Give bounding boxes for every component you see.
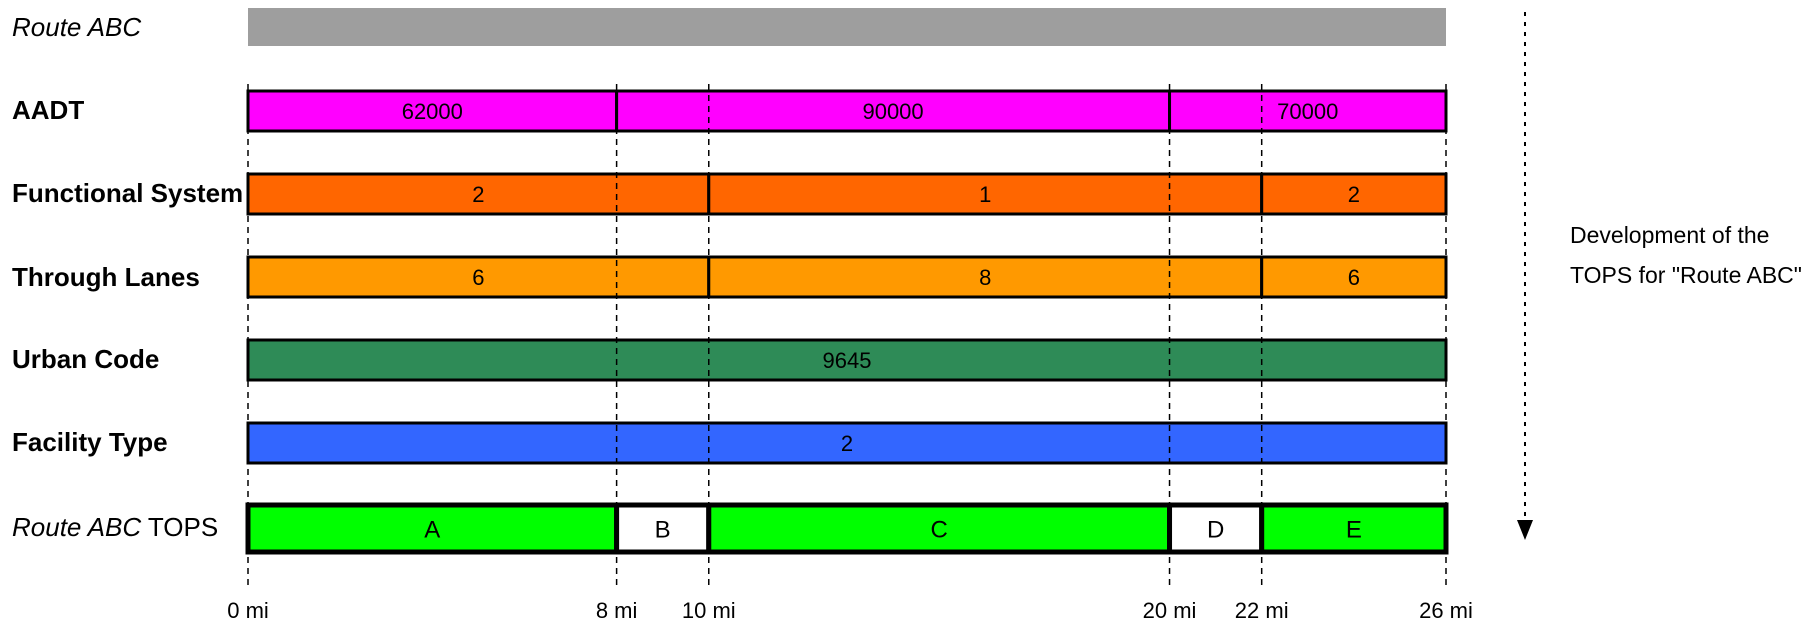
row-label-urban-code: Urban Code [12, 344, 160, 374]
functional-segment-label-2: 2 [1348, 182, 1360, 207]
tops-segment-label-D: D [1207, 517, 1224, 544]
aadt-segment-label-0: 62000 [402, 99, 463, 124]
progress-arrow-head-icon [1517, 520, 1533, 540]
side-note: Development of the TOPS for "Route ABC" [1570, 215, 1802, 295]
milepoint-label-5: 26 mi [1419, 598, 1473, 623]
lanes-segment-label-0: 6 [472, 265, 484, 290]
urban-segment-label-0: 9645 [823, 348, 872, 373]
tops-segment-label-B: B [655, 517, 671, 544]
row-label-through-lanes: Through Lanes [12, 262, 200, 292]
milepoint-label-4: 22 mi [1234, 598, 1289, 623]
route-title-label: Route ABC [12, 12, 142, 42]
milepoint-label-0: 0 mi [227, 598, 269, 623]
tops-segment-label-E: E [1346, 517, 1362, 544]
tops-segment-A [245, 502, 620, 555]
facility-segment-label-0: 2 [841, 431, 853, 456]
aadt-segment-2 [1168, 89, 1448, 133]
side-note-line2: TOPS for "Route ABC" [1570, 262, 1802, 288]
row-label-aadt: AADT [12, 95, 85, 125]
lanes-segment-label-1: 8 [979, 265, 991, 290]
facility-segment-0 [246, 421, 1448, 465]
aadt-segment-label-1: 90000 [862, 99, 923, 124]
tops-segment-label-C: C [930, 517, 947, 544]
row-label-functional-system: Functional System [12, 178, 244, 208]
tops-label-suffix: TOPS [147, 512, 219, 542]
milepoint-label-1: 8 mi [595, 598, 638, 623]
row-label-tops: Route ABC TOPS [12, 512, 218, 543]
tops-segment-label-A: A [424, 517, 440, 544]
side-note-line1: Development of the [1570, 222, 1770, 248]
milepoint-label-3: 20 mi [1142, 598, 1197, 623]
functional-segment-label-1: 1 [979, 182, 991, 207]
lanes-segment-0 [246, 255, 711, 299]
lanes-segment-label-2: 6 [1348, 265, 1360, 290]
tops-label-route: Route ABC [12, 512, 142, 542]
route-bar [248, 8, 1446, 46]
row-label-facility-type: Facility Type [12, 427, 168, 457]
aadt-segment-label-2: 70000 [1277, 99, 1338, 124]
milepoint-label-2: 10 mi [681, 598, 736, 623]
functional-segment-label-0: 2 [472, 182, 484, 207]
